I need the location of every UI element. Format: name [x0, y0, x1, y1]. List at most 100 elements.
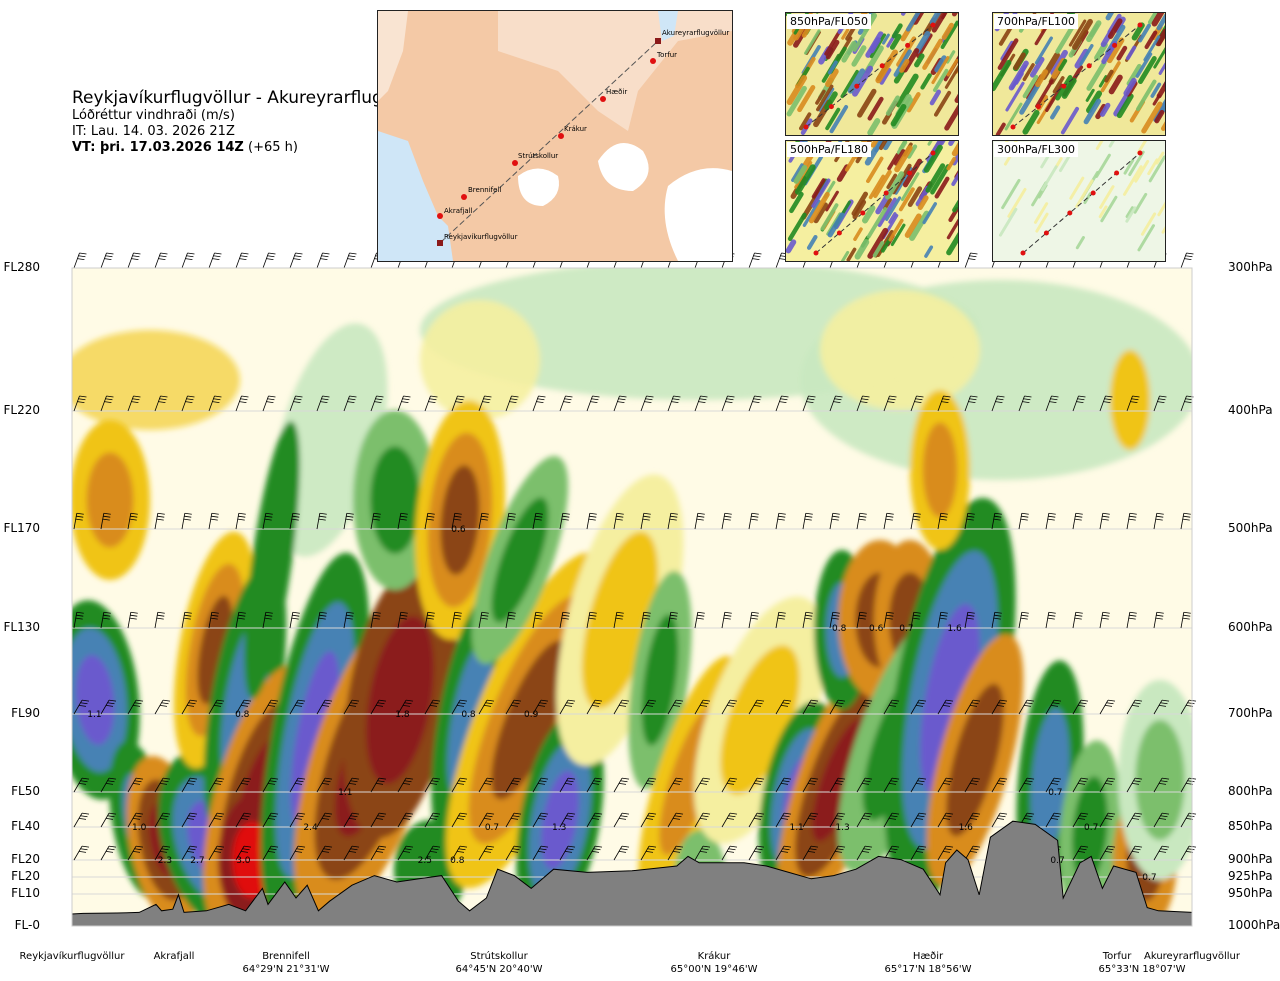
value-label: 0.7: [1142, 873, 1156, 883]
inset-field-stroke: [866, 156, 884, 184]
velocity-cell: [86, 452, 134, 548]
wind-barb: [1099, 845, 1116, 861]
inset-field-stroke: [847, 68, 866, 94]
velocity-cell: [1030, 707, 1070, 853]
inset-field-stroke: [804, 29, 821, 55]
inset-field-stroke: [846, 247, 857, 261]
inset-field-stroke: [1125, 45, 1137, 61]
inset-route-point: [860, 210, 866, 216]
inset-field-stroke: [907, 186, 923, 207]
wind-barb: [991, 395, 1005, 412]
wind-barb: [748, 699, 765, 715]
wind-barb: [1099, 699, 1116, 715]
wind-barb: [127, 512, 138, 530]
inset-route-point: [1090, 190, 1096, 196]
wind-barb: [775, 512, 786, 530]
wind-barb: [1072, 812, 1089, 828]
inset-field-stroke: [873, 169, 892, 199]
wind-barb: [640, 611, 651, 629]
fl-label: FL130: [3, 620, 41, 634]
wind-barb: [181, 512, 192, 530]
wind-barb: [586, 611, 597, 629]
wind-barb: [343, 699, 360, 715]
inset-field-stroke: [806, 234, 818, 250]
wind-barb: [802, 611, 813, 629]
inset-field-stroke: [1141, 101, 1163, 134]
inset-field-stroke: [883, 197, 892, 211]
inset-route-point: [803, 124, 809, 130]
inset-700hpa-label: 700hPa/FL100: [994, 14, 1079, 29]
inset-850hpa-label: 850hPa/FL050: [787, 14, 872, 29]
wind-barb: [802, 845, 819, 861]
wind-barb: [1018, 812, 1035, 828]
wind-barb: [100, 395, 114, 412]
inset-field-stroke: [905, 13, 921, 32]
wind-barb: [397, 512, 408, 530]
value-label: 2.3: [158, 856, 172, 866]
inset-field-stroke: [853, 227, 863, 241]
value-label: 0.6: [451, 525, 466, 535]
wind-barb: [829, 395, 843, 412]
value-label: 1.3: [835, 823, 849, 833]
wind-barb: [1126, 512, 1137, 530]
wind-barb: [721, 812, 738, 828]
velocity-cell: [1135, 720, 1185, 840]
wind-barb: [829, 812, 846, 828]
inset-field-stroke: [875, 49, 899, 84]
inset-field-stroke: [944, 104, 958, 131]
wind-barb: [370, 512, 381, 530]
wind-barb: [910, 699, 927, 715]
wind-barb: [937, 845, 954, 861]
fl-label: FL40: [11, 819, 40, 833]
wind-barb: [802, 512, 813, 530]
wind-barb: [235, 611, 246, 629]
wind-barb: [370, 395, 384, 412]
wind-barb: [1153, 812, 1170, 828]
inset-field-stroke: [998, 207, 1018, 237]
inset-field-stroke: [946, 156, 957, 171]
wind-barb: [829, 777, 846, 793]
inset-field-stroke: [1135, 52, 1153, 78]
wind-barb: [721, 777, 738, 793]
wind-barb: [235, 777, 252, 793]
inset-field-stroke: [1083, 98, 1102, 125]
wind-barb: [100, 512, 111, 530]
inset-field-stroke: [1069, 176, 1085, 200]
inset-field-stroke: [931, 56, 950, 85]
wind-barb: [586, 777, 603, 793]
inset-field-stroke: [912, 13, 925, 25]
wind-barb: [370, 777, 387, 793]
wind-barb: [370, 812, 387, 828]
wind-barb: [424, 512, 435, 530]
wind-barb: [694, 512, 705, 530]
wind-barb: [667, 777, 684, 793]
wind-barb: [343, 845, 360, 861]
wind-barb: [451, 512, 462, 530]
inset-field-stroke: [1061, 77, 1077, 99]
wind-barb: [208, 845, 225, 861]
inset-field-stroke: [885, 171, 905, 200]
wind-barb: [613, 845, 630, 861]
inset-field-stroke: [1156, 13, 1165, 31]
inset-field-stroke: [869, 37, 881, 54]
inset-field-stroke: [1148, 155, 1165, 183]
inset-field-stroke: [1155, 28, 1165, 47]
chart-title: Reykjavíkurflugvöllur - Akureyrarflugvöl…: [72, 88, 431, 108]
wind-barb: [694, 395, 708, 412]
wind-barb: [964, 699, 981, 715]
wind-barb: [73, 777, 90, 793]
inset-route-point: [828, 104, 834, 110]
inset-field-stroke: [874, 141, 885, 153]
wind-barb: [883, 699, 900, 715]
wind-barb: [883, 845, 900, 861]
wind-barb: [316, 845, 333, 861]
wind-barb: [964, 812, 981, 828]
inset-route-point: [1114, 170, 1120, 176]
inset-field-stroke: [1150, 82, 1162, 98]
inset-field-stroke: [885, 196, 902, 221]
inset-route-point: [854, 83, 860, 89]
wind-barb: [505, 395, 519, 412]
wind-barb: [532, 777, 549, 793]
inset-field-stroke: [867, 96, 884, 121]
inset-field-stroke: [840, 69, 859, 99]
